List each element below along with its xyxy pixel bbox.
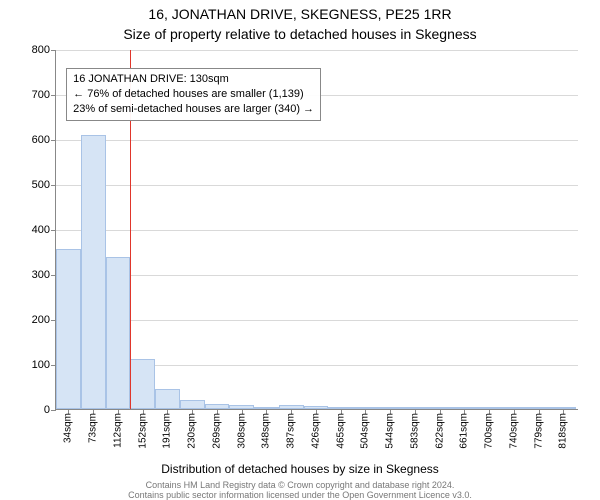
xtick-label: 465sqm (335, 413, 346, 449)
xtick-label: 191sqm (162, 413, 173, 449)
xtick-label: 348sqm (261, 413, 272, 449)
y-axis-label-wrap: Number of detached properties (6, 0, 20, 500)
xtick-label: 779sqm (533, 413, 544, 449)
ytick-label: 200 (32, 314, 50, 326)
ytick-label: 700 (32, 89, 50, 101)
xtick-label: 818sqm (558, 413, 569, 449)
annotation-line: 23% of semi-detached houses are larger (… (73, 102, 314, 117)
ytick-mark (51, 230, 56, 231)
xtick-label: 34sqm (63, 413, 74, 443)
ytick-label: 600 (32, 134, 50, 146)
footer-line2: Contains public sector information licen… (0, 490, 600, 500)
gridline-h (56, 275, 578, 276)
xtick-label: 426sqm (310, 413, 321, 449)
xtick-label: 269sqm (211, 413, 222, 449)
xtick-label: 112sqm (112, 413, 123, 448)
histogram-bar (180, 400, 205, 409)
xtick-label: 230sqm (187, 413, 198, 449)
ytick-label: 300 (32, 269, 50, 281)
histogram-bar (130, 359, 155, 409)
gridline-h (56, 50, 578, 51)
histogram-bar (106, 257, 131, 409)
xtick-label: 152sqm (137, 413, 148, 449)
ytick-label: 800 (32, 44, 50, 56)
annotation-line: 16 JONATHAN DRIVE: 130sqm (73, 72, 314, 87)
ytick-mark (51, 140, 56, 141)
ytick-label: 400 (32, 224, 50, 236)
plot-area: 010020030040050060070080034sqm73sqm112sq… (55, 50, 578, 410)
xtick-label: 504sqm (360, 413, 371, 449)
xtick-label: 700sqm (484, 413, 495, 449)
xtick-label: 622sqm (434, 413, 445, 449)
ytick-label: 100 (32, 359, 50, 371)
histogram-bar (81, 135, 106, 410)
footer-attribution: Contains HM Land Registry data © Crown c… (0, 480, 600, 500)
ytick-mark (51, 50, 56, 51)
ytick-mark (51, 95, 56, 96)
chart-title-line1: 16, JONATHAN DRIVE, SKEGNESS, PE25 1RR (0, 6, 600, 22)
footer-line1: Contains HM Land Registry data © Crown c… (0, 480, 600, 490)
xtick-label: 740sqm (508, 413, 519, 449)
xtick-label: 544sqm (385, 413, 396, 449)
ytick-mark (51, 185, 56, 186)
xtick-label: 583sqm (409, 413, 420, 449)
x-axis-label: Distribution of detached houses by size … (0, 462, 600, 476)
ytick-label: 0 (44, 404, 50, 416)
xtick-label: 73sqm (88, 413, 99, 443)
annotation-line: ← 76% of detached houses are smaller (1,… (73, 87, 314, 102)
xtick-label: 387sqm (286, 413, 297, 449)
gridline-h (56, 320, 578, 321)
xtick-label: 308sqm (236, 413, 247, 449)
chart-title-line2: Size of property relative to detached ho… (0, 26, 600, 42)
annotation-box: 16 JONATHAN DRIVE: 130sqm← 76% of detach… (66, 68, 321, 121)
ytick-mark (51, 410, 56, 411)
histogram-bar (155, 389, 180, 409)
chart-container: 16, JONATHAN DRIVE, SKEGNESS, PE25 1RR S… (0, 0, 600, 500)
histogram-bar (56, 249, 81, 409)
gridline-h (56, 185, 578, 186)
xtick-label: 661sqm (459, 413, 470, 449)
gridline-h (56, 140, 578, 141)
ytick-label: 500 (32, 179, 50, 191)
gridline-h (56, 230, 578, 231)
